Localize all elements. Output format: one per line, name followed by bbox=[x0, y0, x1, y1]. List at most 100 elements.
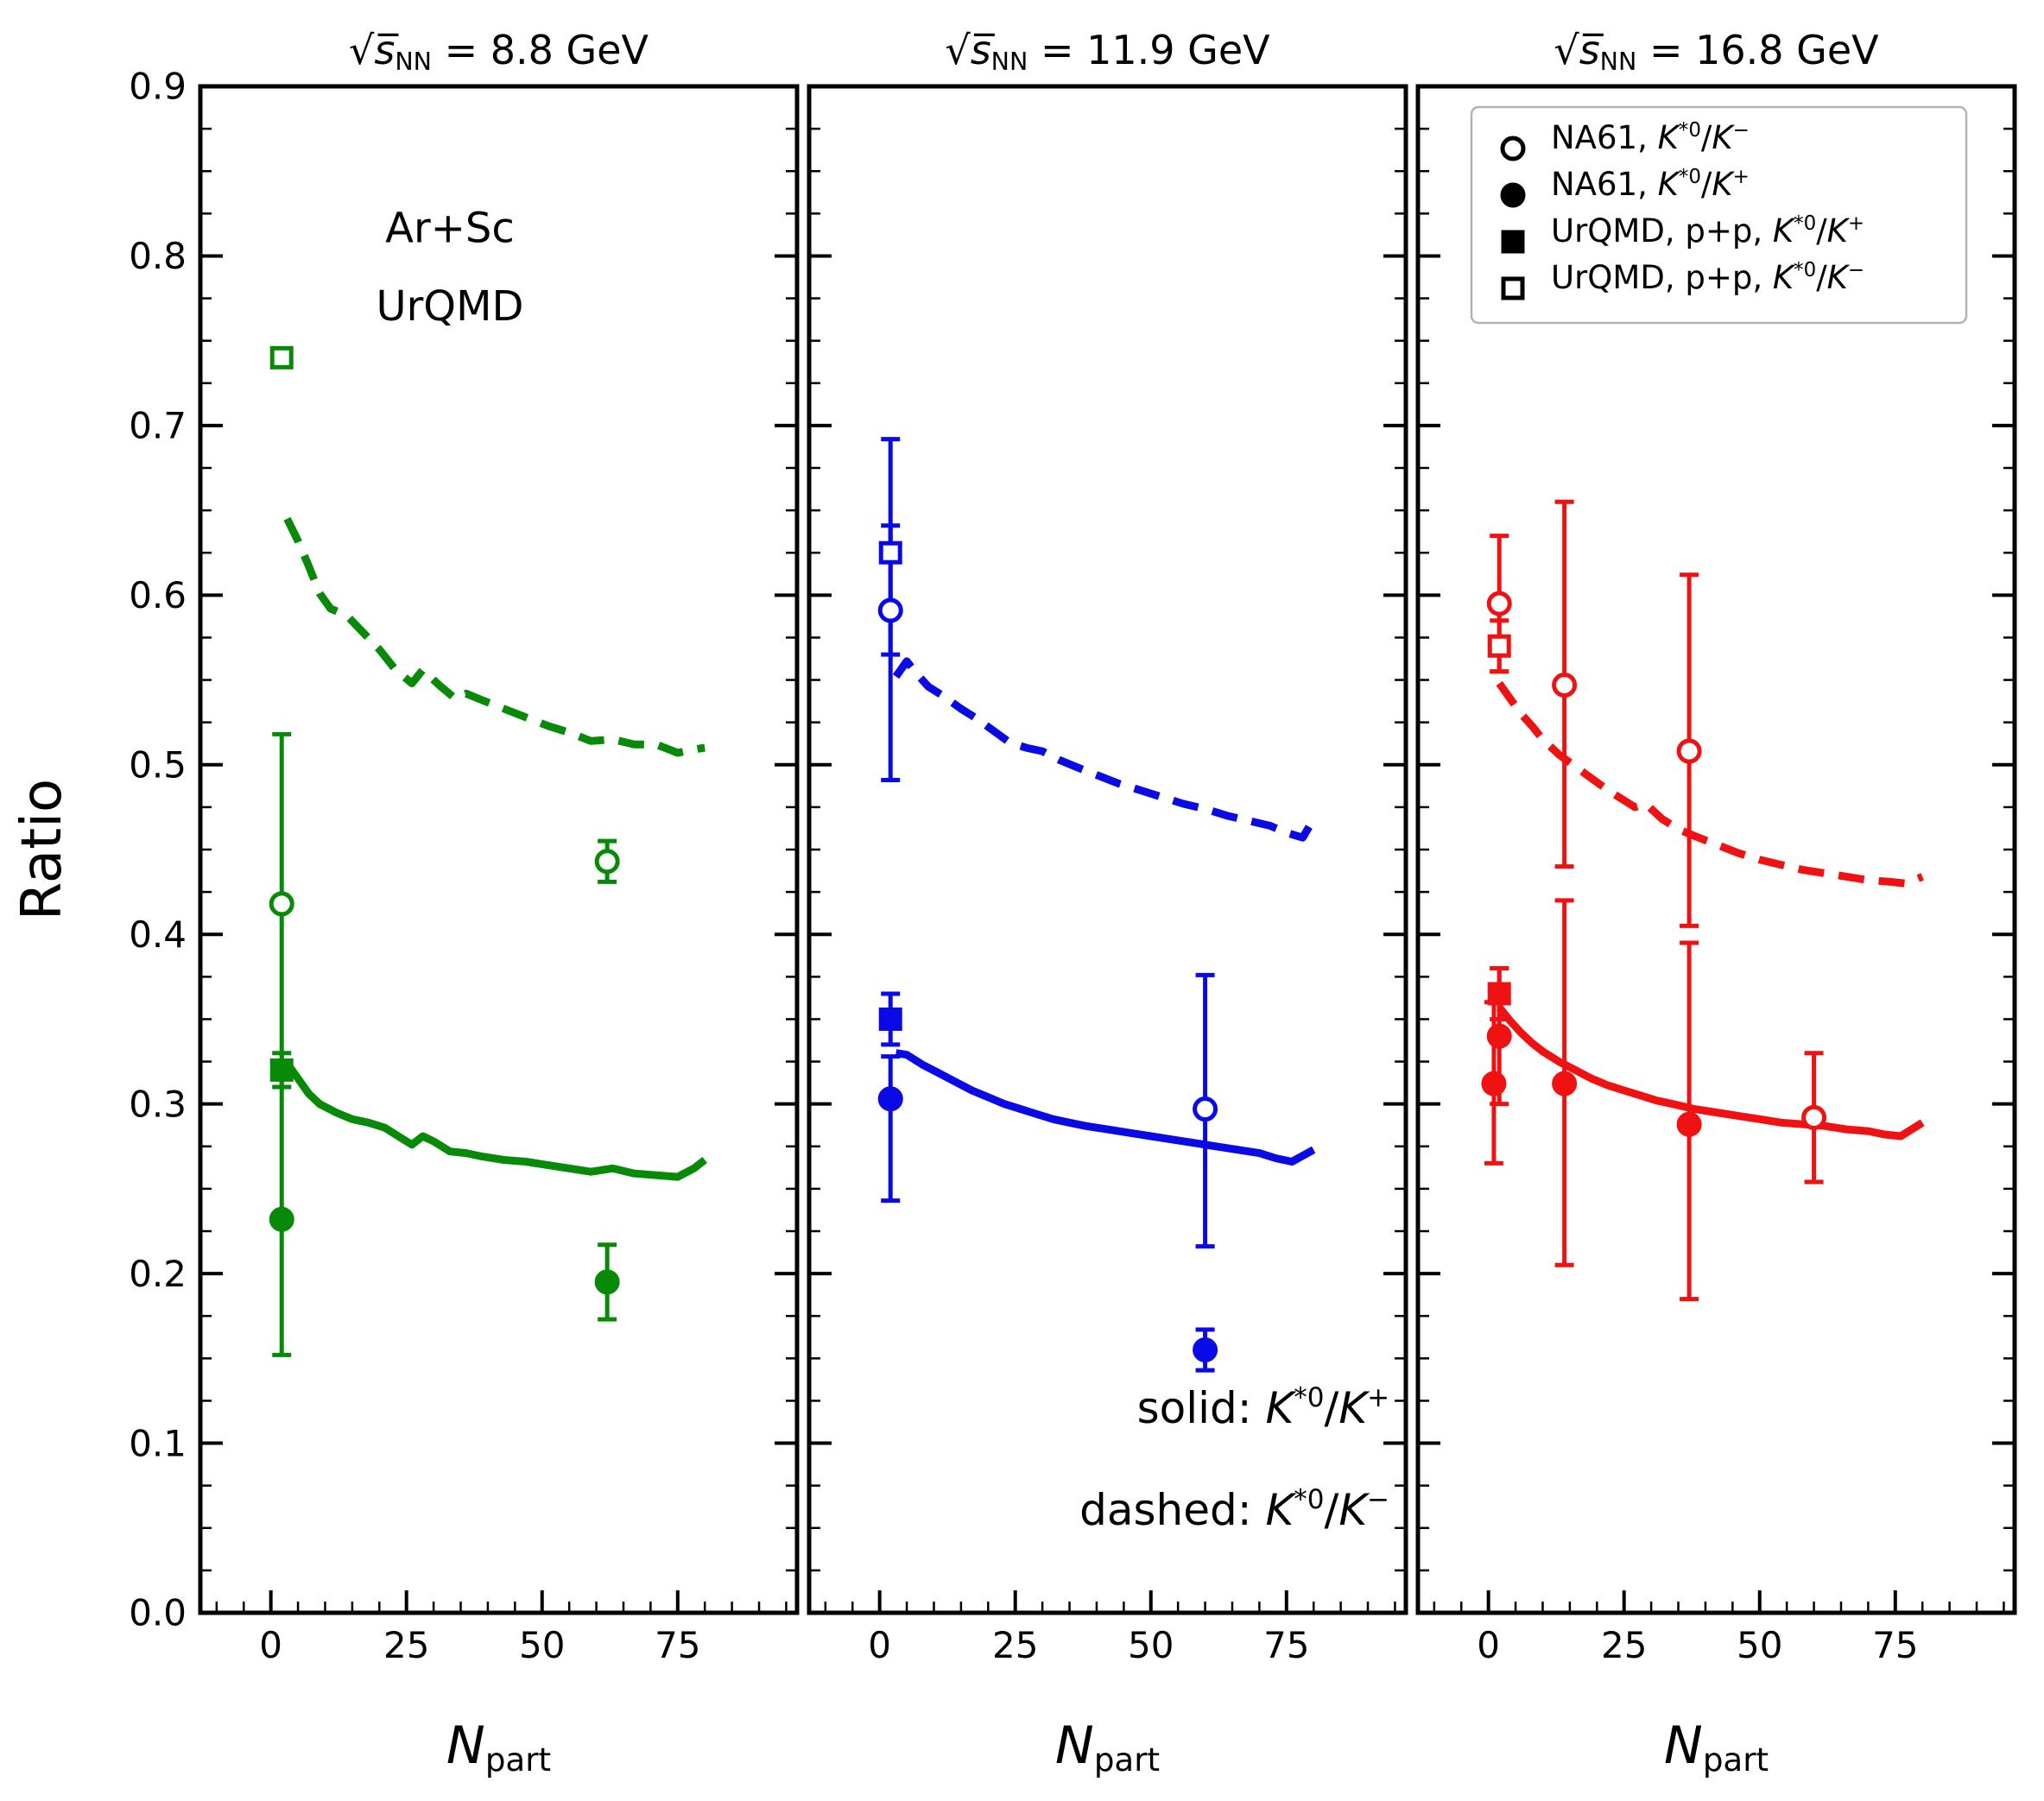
data-point-open-circle bbox=[1801, 1104, 1827, 1130]
rich-text-fragment: K bbox=[1827, 212, 1851, 250]
x-tick-label: 0 bbox=[1477, 1624, 1500, 1666]
x-tick-label: 75 bbox=[1263, 1624, 1309, 1666]
rich-text-fragment: NN bbox=[991, 47, 1028, 76]
panel-title: √s̅NN = 8.8 GeV bbox=[349, 27, 649, 76]
rich-text-fragment: + bbox=[1367, 1382, 1389, 1413]
panel-border bbox=[198, 84, 800, 1615]
rich-text-fragment: NA61, bbox=[1551, 166, 1658, 203]
rich-text-fragment: part bbox=[1703, 1741, 1769, 1779]
rich-text-fragment: *0 bbox=[1294, 1382, 1324, 1413]
rich-text-fragment: part bbox=[485, 1741, 551, 1779]
rich-text-fragment: UrQMD bbox=[376, 282, 523, 331]
legend-open-square-marker bbox=[1501, 276, 1525, 300]
data-point-open-circle bbox=[1486, 591, 1512, 616]
legend-label: UrQMD, p+p, K*0/K− bbox=[1551, 259, 1864, 296]
system-annotation: Ar+Sc bbox=[385, 205, 515, 253]
urqmd-dashed-curve bbox=[892, 657, 1318, 842]
x-axis-label: Npart bbox=[1664, 1716, 1769, 1779]
y-tick-label: 0.3 bbox=[129, 1083, 187, 1125]
data-point-open-circle bbox=[877, 597, 903, 623]
data-point-open-square bbox=[269, 345, 294, 370]
panel-border bbox=[807, 84, 1408, 1615]
y-tick-label: 0.9 bbox=[129, 66, 187, 108]
rich-text-fragment: K bbox=[1338, 1485, 1370, 1535]
data-point-filled-circle bbox=[877, 1086, 903, 1112]
rich-text-fragment: N bbox=[446, 1716, 485, 1776]
x-tick-label: 75 bbox=[1872, 1624, 1918, 1666]
data-point-filled-circle bbox=[1552, 1071, 1578, 1096]
rich-text-fragment: / bbox=[1816, 259, 1827, 296]
rich-text-fragment: / bbox=[1325, 1383, 1339, 1433]
rich-text-fragment: *0 bbox=[1794, 259, 1816, 281]
rich-text-fragment: K bbox=[1773, 259, 1796, 296]
rich-text-fragment: K bbox=[1265, 1383, 1297, 1433]
x-tick-label: 25 bbox=[992, 1624, 1038, 1666]
panel-title: √s̅NN = 11.9 GeV bbox=[945, 27, 1270, 76]
y-tick-label: 0.1 bbox=[129, 1422, 187, 1464]
urqmd-solid-curve bbox=[1496, 1004, 1925, 1141]
legend-open-circle-marker bbox=[1500, 136, 1526, 161]
rich-text-fragment: K bbox=[1265, 1485, 1297, 1535]
rich-text-fragment: NN bbox=[1600, 47, 1637, 76]
panel-border bbox=[1415, 84, 2017, 1615]
rich-text-fragment: dashed: bbox=[1079, 1485, 1265, 1535]
rich-text-fragment: s̅ bbox=[374, 27, 399, 73]
data-point-open-square bbox=[878, 540, 902, 565]
data-point-open-square bbox=[1487, 634, 1511, 658]
data-point-filled-square bbox=[1487, 982, 1511, 1006]
y-tick-label: 0.7 bbox=[129, 405, 187, 447]
rich-text-fragment: / bbox=[1701, 119, 1712, 156]
rich-text-fragment: / bbox=[1701, 166, 1712, 203]
rich-text-fragment: − bbox=[1733, 119, 1750, 142]
legend-label: NA61, K*0/K+ bbox=[1551, 166, 1750, 203]
x-axis-label: Npart bbox=[1055, 1716, 1160, 1779]
rich-text-fragment: K bbox=[1827, 259, 1851, 296]
panel-title: √s̅NN = 16.8 GeV bbox=[1554, 27, 1879, 76]
y-tick-label: 0.5 bbox=[129, 743, 187, 786]
data-point-filled-circle bbox=[1676, 1111, 1702, 1137]
rich-text-fragment: − bbox=[1848, 259, 1864, 281]
data-point-filled-square bbox=[878, 1007, 902, 1031]
rich-text-fragment: K bbox=[1658, 119, 1681, 156]
x-tick-label: 25 bbox=[383, 1624, 429, 1666]
legend-box bbox=[1470, 105, 1968, 325]
rich-text-fragment: N bbox=[1055, 1716, 1094, 1776]
x-axis-label: Npart bbox=[446, 1716, 551, 1779]
rich-text-fragment: + bbox=[1848, 212, 1864, 235]
x-tick-label: 50 bbox=[1128, 1624, 1174, 1666]
legend-filled-square-marker bbox=[1501, 230, 1525, 254]
rich-text-fragment: *0 bbox=[1794, 212, 1816, 235]
x-tick-label: 0 bbox=[868, 1624, 891, 1666]
legend-label: NA61, K*0/K− bbox=[1551, 119, 1750, 156]
data-point-filled-circle bbox=[1481, 1071, 1507, 1096]
line-style-note: solid: K*0/K+ bbox=[1137, 1382, 1390, 1433]
y-tick-label: 0.6 bbox=[129, 574, 187, 616]
system-annotation: UrQMD bbox=[376, 282, 523, 331]
x-tick-label: 25 bbox=[1601, 1624, 1647, 1666]
data-point-filled-circle bbox=[594, 1269, 620, 1295]
rich-text-fragment: UrQMD, p+p, bbox=[1551, 212, 1773, 250]
y-tick-label: 0.0 bbox=[129, 1592, 187, 1634]
data-point-filled-circle bbox=[269, 1206, 294, 1232]
rich-text-fragment: K bbox=[1712, 119, 1735, 156]
rich-text-fragment: *0 bbox=[1679, 166, 1701, 188]
rich-text-fragment: N bbox=[1664, 1716, 1703, 1776]
rich-text-fragment: Ar+Sc bbox=[385, 205, 515, 253]
rich-text-fragment: s̅ bbox=[1579, 27, 1604, 73]
data-point-filled-square bbox=[269, 1058, 294, 1082]
rich-text-fragment: − bbox=[1367, 1484, 1389, 1515]
legend-filled-circle-marker bbox=[1500, 182, 1526, 208]
panel-1: 0 25 50 75 0.0 0.1 0.2 0.3 0.4 0.5 0.6 0.7 0.8 0.9 √s̅… bbox=[129, 27, 800, 1779]
rich-text-fragment: NA61, bbox=[1551, 119, 1658, 156]
rich-text-fragment: = 8.8 GeV bbox=[432, 27, 649, 73]
rich-text-fragment: UrQMD, p+p, bbox=[1551, 259, 1773, 296]
x-tick-label: 50 bbox=[1737, 1624, 1782, 1666]
rich-text-fragment: s̅ bbox=[971, 27, 996, 73]
rich-text-fragment: K bbox=[1658, 166, 1681, 203]
rich-text-fragment: K bbox=[1338, 1383, 1370, 1433]
x-tick-label: 75 bbox=[655, 1624, 700, 1666]
x-tick-label: 50 bbox=[519, 1624, 565, 1666]
